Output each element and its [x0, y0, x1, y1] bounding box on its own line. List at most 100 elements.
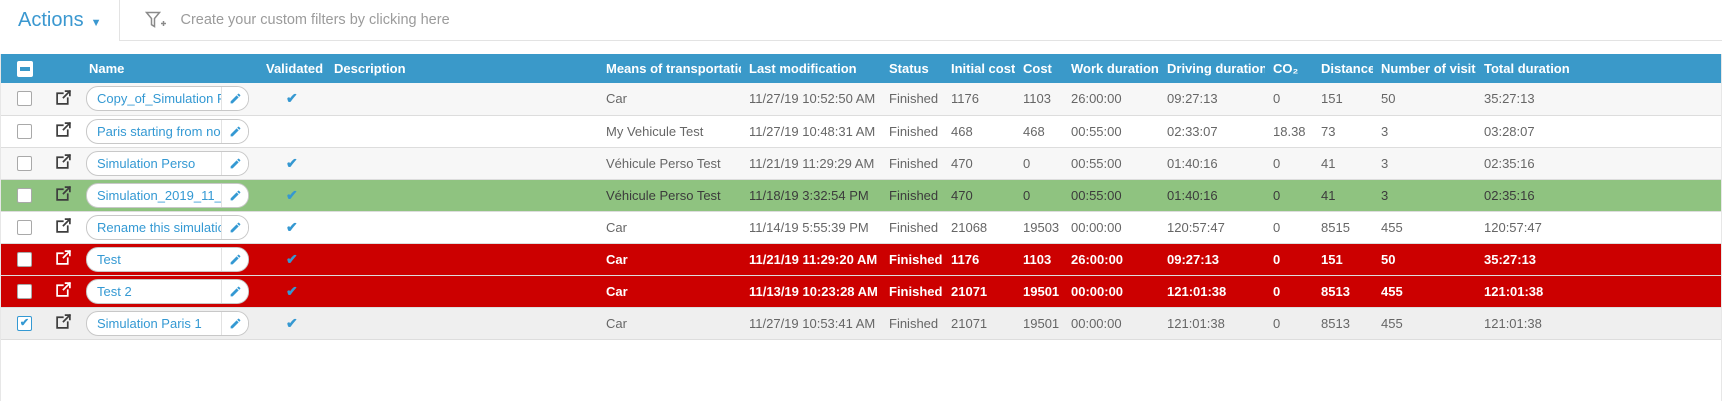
row-checkbox[interactable]: ✔	[17, 251, 32, 267]
cell-work-duration: 26:00:00	[1063, 83, 1159, 116]
cell-work-duration: 00:00:00	[1063, 307, 1159, 340]
column-header-total-duration[interactable]: Total duration	[1476, 54, 1721, 83]
row-checkbox[interactable]: ✔	[17, 187, 32, 203]
simulation-name[interactable]: Copy_of_Simulation Paris 1	[97, 91, 221, 107]
cell-total-duration: 02:35:16	[1476, 147, 1721, 180]
edit-name-button[interactable]	[221, 279, 248, 303]
cell-co2: 0	[1265, 307, 1313, 340]
row-checkbox[interactable]: ✔	[17, 283, 32, 299]
cell-initial-cost: 21068	[943, 211, 1015, 244]
cell-status: Finished	[881, 83, 943, 116]
edit-name-button[interactable]	[221, 151, 248, 175]
cell-initial-cost: 468	[943, 115, 1015, 148]
column-header-name[interactable]: Name	[81, 54, 258, 83]
pencil-icon	[230, 158, 240, 168]
cell-work-duration: 00:55:00	[1063, 179, 1159, 212]
validated-check-icon: ✔	[286, 282, 298, 299]
row-checkbox[interactable]: ✔	[17, 123, 32, 139]
cell-last-modification: 11/27/19 10:48:31 AM	[741, 115, 881, 148]
cell-cost: 19503	[1015, 211, 1063, 244]
cell-driving-duration: 01:40:16	[1159, 179, 1265, 212]
simulation-name[interactable]: Rename this simulation	[97, 219, 221, 235]
cell-select: ✔	[1, 83, 41, 116]
simulation-name[interactable]: Test 2	[97, 283, 132, 299]
cell-validated: ✔	[258, 83, 326, 116]
open-simulation-icon[interactable]	[55, 185, 72, 202]
row-checkbox[interactable]: ✔	[17, 315, 32, 331]
cell-description	[326, 179, 598, 212]
row-checkbox[interactable]: ✔	[17, 219, 32, 235]
cell-cost: 19501	[1015, 275, 1063, 308]
simulation-name[interactable]: Test	[97, 251, 121, 267]
cell-co2: 0	[1265, 243, 1313, 276]
cell-visits: 3	[1373, 115, 1476, 148]
name-input[interactable]: Simulation Paris 1	[86, 310, 249, 336]
open-simulation-icon[interactable]	[55, 121, 72, 138]
edit-name-button[interactable]	[221, 311, 248, 335]
cell-visits: 455	[1373, 211, 1476, 244]
cell-distance: 151	[1313, 243, 1373, 276]
cell-last-modification: 11/18/19 3:32:54 PM	[741, 179, 881, 212]
name-input[interactable]: Test	[86, 246, 249, 272]
cell-cost: 1103	[1015, 83, 1063, 116]
cell-total-duration: 02:35:16	[1476, 179, 1721, 212]
simulations-table-container: Name Validated Description Means of tran…	[0, 54, 1722, 401]
cell-description	[326, 211, 598, 244]
cell-co2: 0	[1265, 211, 1313, 244]
name-input[interactable]: Simulation Perso	[86, 150, 249, 176]
open-simulation-icon[interactable]	[55, 89, 72, 106]
actions-dropdown-button[interactable]: Actions ▼	[18, 0, 105, 41]
edit-name-button[interactable]	[221, 215, 248, 239]
column-header-visits[interactable]: Number of visits	[1373, 54, 1476, 83]
cell-means: Car	[598, 275, 741, 308]
table-row: ✔ Copy_of_Simulation Paris 1 ✔	[1, 83, 1721, 116]
name-input[interactable]: Test 2	[86, 278, 249, 304]
simulation-name[interactable]: Simulation_2019_11_18_15	[97, 187, 221, 203]
table-row: ✔ Simulation Perso ✔ Véhi	[1, 147, 1721, 180]
simulation-name[interactable]: Paris starting from north	[97, 123, 221, 139]
cell-work-duration: 00:00:00	[1063, 211, 1159, 244]
simulation-name[interactable]: Simulation Perso	[97, 155, 196, 171]
column-header-driving-duration[interactable]: Driving duration	[1159, 54, 1265, 83]
name-input[interactable]: Copy_of_Simulation Paris 1	[86, 86, 249, 112]
name-input[interactable]: Simulation_2019_11_18_15	[86, 182, 249, 208]
column-header-description[interactable]: Description	[326, 54, 598, 83]
row-checkbox[interactable]: ✔	[17, 155, 32, 171]
actions-label: Actions	[18, 9, 84, 31]
table-row: ✔ Simulation_2019_11_18_15 ✔	[1, 179, 1721, 212]
open-simulation-icon[interactable]	[55, 249, 72, 266]
edit-name-button[interactable]	[221, 119, 248, 143]
cell-name: Simulation Perso	[81, 147, 258, 180]
cell-visits: 455	[1373, 307, 1476, 340]
select-all-checkbox[interactable]	[17, 60, 33, 77]
cell-initial-cost: 1176	[943, 83, 1015, 116]
cell-means: Véhicule Perso Test	[598, 179, 741, 212]
column-header-work-duration[interactable]: Work duration	[1063, 54, 1159, 83]
cell-total-duration: 120:57:47	[1476, 211, 1721, 244]
column-header-cost[interactable]: Cost	[1015, 54, 1063, 83]
cell-select: ✔	[1, 211, 41, 244]
edit-name-button[interactable]	[221, 247, 248, 271]
cell-cost: 468	[1015, 115, 1063, 148]
edit-name-button[interactable]	[221, 87, 248, 111]
column-header-means[interactable]: Means of transportation	[598, 54, 741, 83]
column-header-last-modification[interactable]: Last modification	[741, 54, 881, 83]
cell-validated: ✔	[258, 179, 326, 212]
open-simulation-icon[interactable]	[55, 313, 72, 330]
row-checkbox[interactable]: ✔	[17, 91, 32, 107]
column-header-status[interactable]: Status	[881, 54, 943, 83]
open-simulation-icon[interactable]	[55, 153, 72, 170]
name-input[interactable]: Rename this simulation	[86, 214, 249, 240]
column-header-initial-cost[interactable]: Initial cost	[943, 54, 1015, 83]
edit-name-button[interactable]	[221, 183, 248, 207]
simulation-name[interactable]: Simulation Paris 1	[97, 315, 202, 331]
open-simulation-icon[interactable]	[55, 281, 72, 298]
cell-validated: ✔	[258, 275, 326, 308]
column-header-distance[interactable]: Distance	[1313, 54, 1373, 83]
custom-filter-input[interactable]: Create your custom filters by clicking h…	[119, 0, 1722, 41]
column-header-co2[interactable]: CO₂	[1265, 54, 1313, 83]
open-simulation-icon[interactable]	[55, 217, 72, 234]
column-header-validated[interactable]: Validated	[258, 54, 326, 83]
simulations-table: Name Validated Description Means of tran…	[1, 54, 1721, 340]
name-input[interactable]: Paris starting from north	[86, 118, 249, 144]
